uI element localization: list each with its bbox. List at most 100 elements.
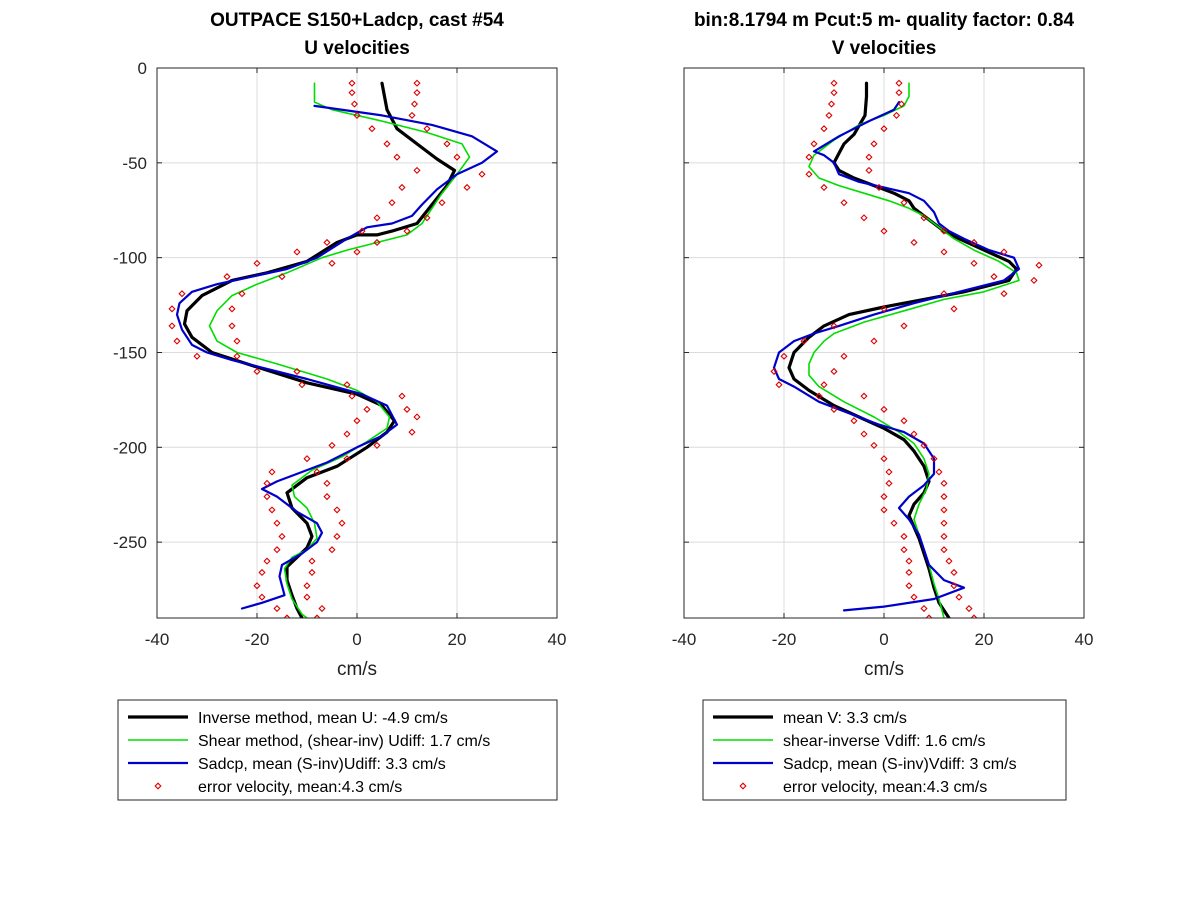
v-error-velocity-point	[827, 100, 836, 108]
u-plot-area: -40 -20 0 20 400-50-100-150-200-250	[113, 59, 566, 649]
u-error-velocity-point	[308, 557, 316, 565]
v-error-velocity-point	[1000, 248, 1008, 256]
v-error-velocity-point	[900, 322, 908, 330]
v-error-velocity-point	[875, 183, 883, 192]
v-error-velocity-point	[940, 546, 948, 554]
v-error-velocity-point	[830, 89, 838, 97]
v-error-velocity-point	[930, 455, 938, 463]
u-error-velocity-point	[343, 381, 351, 389]
v-error-velocity-point	[920, 214, 928, 222]
v-error-velocity-point	[900, 546, 908, 554]
v-error-velocity-point	[940, 506, 948, 514]
u-error-velocity-point	[348, 89, 356, 97]
u-error-velocity-point	[273, 604, 281, 613]
u-error-velocity-point	[443, 140, 451, 148]
v-error-velocity-point	[945, 557, 953, 565]
v-panel-title: bin:8.1794 m Pcut:5 m- quality factor: 0…	[694, 10, 1075, 31]
v-error-velocity-point	[900, 199, 908, 207]
v-error-velocity-point	[965, 604, 973, 613]
u-error-velocity-point	[328, 259, 336, 267]
u-error-velocity-point	[373, 238, 381, 247]
v-error-velocity-point	[940, 290, 948, 298]
u-legend-label-0: Inverse method, mean U: -4.9 cm/s	[198, 710, 448, 727]
u-error-velocity-point	[353, 248, 361, 256]
u-series-group	[168, 79, 499, 618]
v-error-velocity-point	[970, 238, 978, 247]
v-error-velocity-point	[880, 455, 888, 463]
v-error-velocity-point	[895, 89, 903, 97]
u-error-velocity-point	[413, 89, 421, 97]
u-error-velocity-point	[293, 367, 301, 376]
u-error-velocity-point	[233, 352, 241, 360]
v-error-velocity-point	[955, 593, 963, 601]
v-error-velocity-point	[925, 614, 933, 618]
u-error-velocity-point	[253, 582, 261, 590]
v-error-velocity-point	[860, 392, 868, 400]
v-x-tick-label: -20	[772, 630, 797, 649]
v-error-velocity-point	[865, 166, 873, 174]
v-error-velocity-point	[950, 582, 958, 590]
u-error-velocity-point	[193, 352, 201, 360]
v-error-velocity-point	[990, 273, 998, 281]
v-error-velocity-point	[860, 430, 868, 438]
u-error-velocity-point	[313, 468, 321, 476]
v-error-velocity-point	[820, 183, 828, 192]
u-velocities-panel: OUTPACE S150+Ladcp, cast #54 U velocitie…	[113, 10, 566, 801]
u-error-velocity-point	[403, 227, 411, 235]
u-error-velocity-point	[348, 392, 356, 400]
v-error-velocity-point	[940, 248, 948, 256]
u-error-velocity-point	[263, 557, 271, 565]
u-error-velocity-point	[363, 405, 371, 413]
u-series-0-line	[182, 81, 457, 618]
u-error-velocity-point	[413, 79, 421, 87]
u-error-velocity-point	[393, 153, 401, 161]
v-error-velocity-point	[830, 405, 838, 413]
v-x-tick-label: -40	[672, 630, 697, 649]
v-series-3-markers	[770, 79, 1043, 618]
v-legend-label-3: error velocity, mean:4.3 cm/s	[783, 779, 987, 796]
v-x-tick-label: 20	[975, 630, 994, 649]
v-error-velocity-point	[970, 614, 978, 618]
v-error-velocity-point	[830, 322, 838, 330]
v-legend-label-2: Sadcp, mean (S-inv)Vdiff: 3 cm/s	[783, 756, 1017, 773]
u-error-velocity-point	[423, 125, 431, 133]
u-error-velocity-point	[313, 614, 321, 618]
u-error-velocity-point	[308, 568, 316, 577]
v-error-velocity-point	[910, 430, 918, 438]
v-legend: mean V: 3.3 cm/s shear-inverse Vdiff: 1.6…	[702, 699, 1067, 801]
v-error-velocity-point	[897, 100, 906, 108]
u-y-tick-label: -50	[122, 154, 147, 173]
u-error-velocity-point	[353, 417, 361, 425]
v-error-velocity-point	[900, 532, 908, 541]
v-error-velocity-point	[905, 582, 913, 590]
u-x-tick-label: 0	[352, 630, 361, 649]
u-error-velocity-point	[323, 493, 331, 501]
u-x-tick-label: 40	[548, 630, 567, 649]
v-error-velocity-point	[805, 153, 813, 161]
u-error-velocity-point	[478, 170, 486, 178]
u-error-velocity-point	[398, 392, 406, 400]
v-error-velocity-point	[880, 493, 888, 501]
v-error-velocity-point	[880, 405, 888, 413]
v-legend-label-0: mean V: 3.3 cm/s	[783, 710, 907, 727]
v-series-2-line	[772, 100, 1021, 612]
v-error-velocity-point	[815, 392, 823, 400]
u-error-velocity-point	[253, 367, 261, 376]
u-error-velocity-point	[423, 214, 431, 222]
u-error-velocity-point	[328, 441, 336, 449]
v-error-velocity-point	[940, 519, 948, 527]
v-error-velocity-point	[825, 111, 833, 119]
u-series-3-markers	[168, 79, 486, 618]
v-error-velocity-point	[890, 519, 898, 527]
v-error-velocity-point	[892, 111, 901, 119]
v-error-velocity-point	[805, 170, 813, 178]
u-error-velocity-point	[173, 337, 181, 345]
v-error-velocity-point	[880, 227, 888, 235]
u-error-velocity-point	[278, 532, 286, 541]
u-error-velocity-point	[343, 455, 351, 463]
u-error-velocity-point	[408, 111, 416, 119]
v-error-velocity-point	[870, 140, 878, 148]
u-error-velocity-point	[403, 405, 411, 413]
v-plot-area: -40 -20 0 20 40	[672, 67, 1093, 649]
v-legend-swatch-3	[739, 782, 747, 790]
